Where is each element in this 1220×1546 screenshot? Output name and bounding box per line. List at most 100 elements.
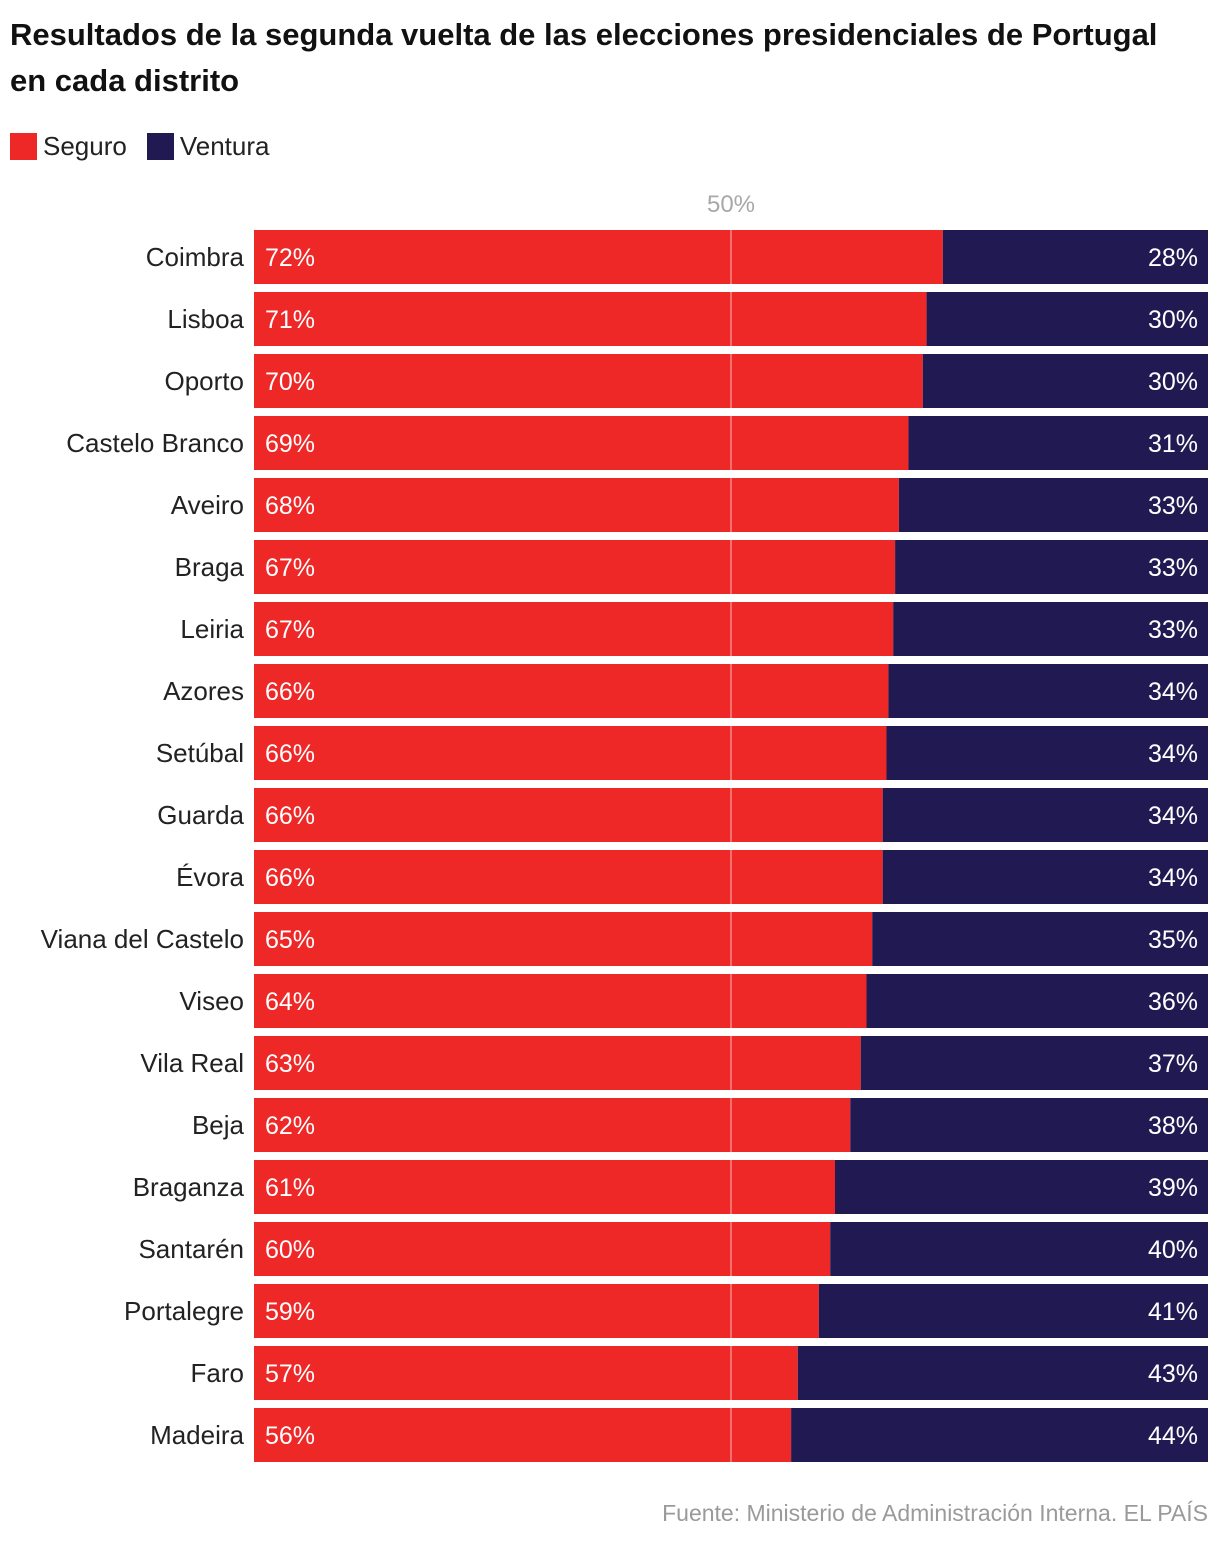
bar-ventura-evora: [882, 850, 1208, 904]
bar-seguro-viana-del-castelo: [254, 912, 873, 966]
data-label-ventura-coimbra: 28%: [1148, 244, 1198, 272]
category-label-braga: Braga: [175, 552, 245, 582]
category-label-santaren: Santarén: [138, 1234, 244, 1264]
bar-ventura-viseo: [866, 974, 1208, 1028]
bar-seguro-braga: [254, 540, 896, 594]
bar-seguro-guarda: [254, 788, 883, 842]
bar-ventura-lisboa: [926, 292, 1208, 346]
data-label-ventura-vila-real: 37%: [1148, 1050, 1198, 1078]
bar-ventura-vila-real: [860, 1036, 1208, 1090]
bar-ventura-coimbra: [942, 230, 1208, 284]
bar-ventura-braganza: [834, 1160, 1208, 1214]
data-label-seguro-viana-del-castelo: 65%: [265, 926, 315, 954]
data-label-seguro-coimbra: 72%: [265, 244, 315, 272]
bar-seguro-oporto: [254, 354, 923, 408]
category-label-madeira: Madeira: [150, 1420, 244, 1450]
category-label-azores: Azores: [163, 676, 244, 706]
source-note: Fuente: Ministerio de Administración Int…: [662, 1500, 1208, 1526]
bar-ventura-faro: [797, 1346, 1208, 1400]
data-label-seguro-guarda: 66%: [265, 802, 315, 830]
category-label-castelo-branco: Castelo Branco: [66, 428, 244, 458]
bar-ventura-oporto: [922, 354, 1208, 408]
data-label-ventura-beja: 38%: [1148, 1112, 1198, 1140]
data-label-seguro-leiria: 67%: [265, 616, 315, 644]
category-label-evora: Évora: [176, 862, 244, 892]
data-label-ventura-portalegre: 41%: [1148, 1298, 1198, 1326]
data-label-ventura-castelo-branco: 31%: [1148, 430, 1198, 458]
data-label-ventura-santaren: 40%: [1148, 1236, 1198, 1264]
data-label-seguro-beja: 62%: [265, 1112, 315, 1140]
data-label-seguro-setubal: 66%: [265, 740, 315, 768]
bar-seguro-beja: [254, 1098, 851, 1152]
data-label-ventura-braga: 33%: [1148, 554, 1198, 582]
category-label-viana-del-castelo: Viana del Castelo: [41, 924, 244, 954]
data-label-seguro-portalegre: 59%: [265, 1298, 315, 1326]
legend: Seguro Ventura: [10, 128, 289, 164]
legend-swatch-ventura: [146, 132, 174, 160]
data-label-seguro-vila-real: 63%: [265, 1050, 315, 1078]
bar-seguro-lisboa: [254, 292, 927, 346]
data-label-ventura-guarda: 34%: [1148, 802, 1198, 830]
category-label-setubal: Setúbal: [156, 738, 244, 768]
category-label-guarda: Guarda: [157, 800, 244, 830]
category-label-faro: Faro: [191, 1358, 244, 1388]
data-label-seguro-lisboa: 71%: [265, 306, 315, 334]
data-label-seguro-braga: 67%: [265, 554, 315, 582]
bar-ventura-beja: [850, 1098, 1208, 1152]
data-label-seguro-faro: 57%: [265, 1360, 315, 1388]
data-label-ventura-aveiro: 33%: [1148, 492, 1198, 520]
bar-seguro-braganza: [254, 1160, 835, 1214]
data-label-seguro-azores: 66%: [265, 678, 315, 706]
data-label-seguro-evora: 66%: [265, 864, 315, 892]
data-label-ventura-viseo: 36%: [1148, 988, 1198, 1016]
category-label-viseo: Viseo: [179, 986, 244, 1016]
bar-ventura-aveiro: [898, 478, 1208, 532]
category-label-vila-real: Vila Real: [140, 1048, 244, 1078]
bar-seguro-viseo: [254, 974, 867, 1028]
data-label-seguro-castelo-branco: 69%: [265, 430, 315, 458]
bar-seguro-evora: [254, 850, 883, 904]
bar-ventura-guarda: [882, 788, 1208, 842]
legend-label-ventura: Ventura: [179, 130, 270, 161]
category-label-beja: Beja: [192, 1110, 245, 1140]
legend-swatch-seguro: [10, 132, 37, 160]
category-label-portalegre: Portalegre: [124, 1296, 244, 1326]
legend-label-seguro: Seguro: [43, 130, 127, 161]
legend-item-ventura: Ventura: [146, 130, 270, 162]
bar-ventura-castelo-branco: [908, 416, 1208, 470]
bar-seguro-azores: [254, 664, 889, 718]
legend-item-seguro: Seguro: [10, 131, 127, 162]
data-label-ventura-setubal: 34%: [1148, 740, 1198, 768]
category-label-coimbra: Coimbra: [146, 242, 245, 272]
bar-ventura-braga: [895, 540, 1208, 594]
data-label-ventura-leiria: 33%: [1148, 616, 1198, 644]
category-label-leiria: Leiria: [180, 614, 244, 644]
category-label-aveiro: Aveiro: [171, 490, 244, 520]
bar-ventura-portalegre: [818, 1284, 1208, 1338]
data-label-seguro-aveiro: 68%: [265, 492, 315, 520]
bar-seguro-portalegre: [254, 1284, 819, 1338]
bar-ventura-viana-del-castelo: [872, 912, 1208, 966]
bar-seguro-setubal: [254, 726, 887, 780]
bar-seguro-madeira: [254, 1408, 792, 1462]
data-label-seguro-braganza: 61%: [265, 1174, 315, 1202]
data-label-seguro-madeira: 56%: [265, 1422, 315, 1450]
bar-ventura-leiria: [893, 602, 1208, 656]
data-label-seguro-santaren: 60%: [265, 1236, 315, 1264]
chart-title: Resultados de la segunda vuelta de las e…: [10, 17, 1158, 98]
bar-seguro-aveiro: [254, 478, 899, 532]
data-label-ventura-lisboa: 30%: [1148, 306, 1198, 334]
data-label-seguro-viseo: 64%: [265, 988, 315, 1016]
bar-seguro-vila-real: [254, 1036, 861, 1090]
reference-line-label: 50%: [707, 191, 755, 218]
bar-ventura-madeira: [791, 1408, 1208, 1462]
data-label-ventura-viana-del-castelo: 35%: [1148, 926, 1198, 954]
category-label-lisboa: Lisboa: [167, 304, 244, 334]
bar-seguro-faro: [254, 1346, 798, 1400]
data-label-ventura-madeira: 44%: [1148, 1422, 1198, 1450]
category-label-oporto: Oporto: [165, 366, 245, 396]
bar-ventura-azores: [888, 664, 1208, 718]
bar-seguro-santaren: [254, 1222, 831, 1276]
category-label-braganza: Braganza: [133, 1172, 245, 1202]
